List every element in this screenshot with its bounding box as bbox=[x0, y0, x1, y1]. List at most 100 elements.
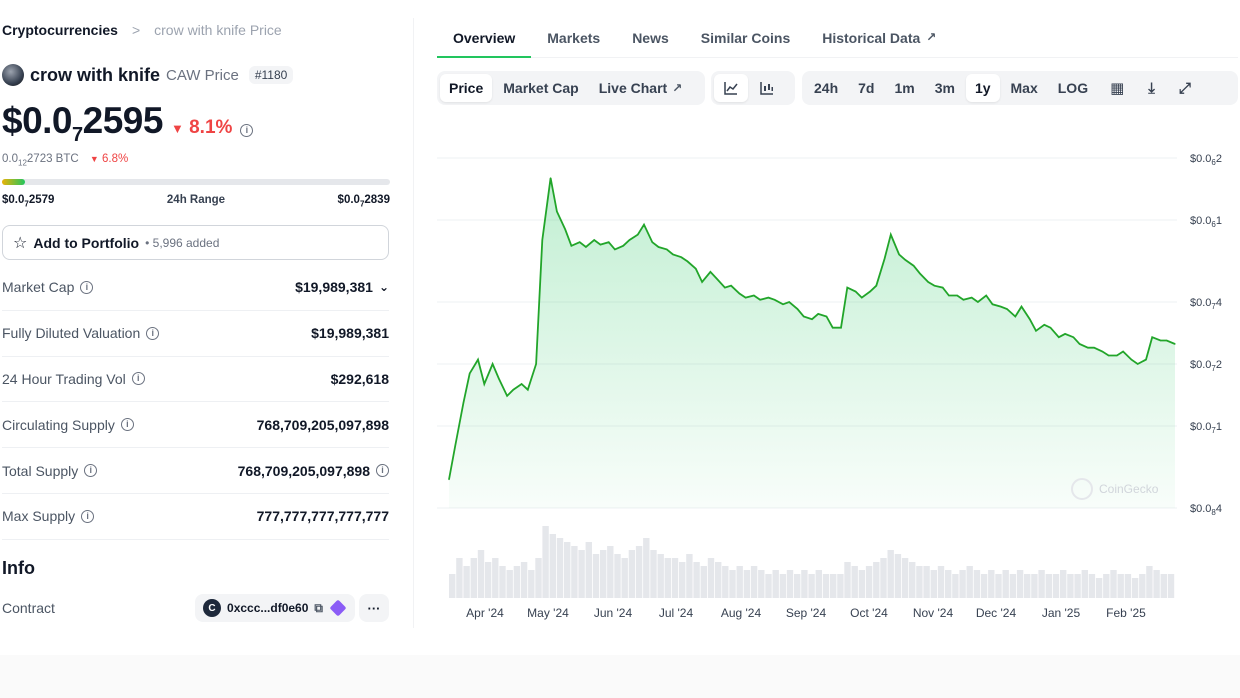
calendar-icon[interactable]: ▦ bbox=[1110, 80, 1125, 97]
range-7d-button[interactable]: 7d bbox=[858, 80, 875, 96]
y-tick-label: $0.084 bbox=[1190, 503, 1222, 517]
volume-bar bbox=[679, 562, 686, 598]
wallet-icon[interactable] bbox=[329, 599, 347, 617]
coin-header: crow with knife CAW Price #1180 bbox=[2, 64, 294, 86]
info-icon[interactable]: i bbox=[120, 418, 134, 432]
volume-bar bbox=[1160, 574, 1167, 598]
volume-bar bbox=[506, 570, 513, 598]
stats-table: Market Cap i $19,989,381 ⌄ Fully Diluted Val… bbox=[2, 265, 389, 540]
contract-address: 0xccc...df0e60 bbox=[227, 601, 309, 615]
x-tick-label: Nov '24 bbox=[913, 606, 954, 620]
range-labels: $0.072579 24h Range $0.072839 bbox=[2, 194, 390, 208]
stat-row: Max Supply i 777,777,777,777,777 bbox=[2, 494, 389, 540]
x-tick-label: Aug '24 bbox=[721, 606, 762, 620]
volume-bar bbox=[980, 574, 988, 598]
stat-label-text: Market Cap bbox=[2, 279, 75, 296]
volume-bar bbox=[952, 574, 959, 598]
info-icon[interactable]: i bbox=[81, 509, 95, 523]
y-tick-digits: 4 bbox=[1216, 503, 1222, 515]
breadcrumb-root-link[interactable]: Cryptocurrencies bbox=[2, 22, 118, 38]
price-point bbox=[448, 478, 450, 481]
price-point bbox=[585, 246, 587, 248]
volume-bar bbox=[1088, 574, 1096, 598]
volume-bar bbox=[578, 550, 585, 598]
price-button[interactable]: Price bbox=[440, 74, 493, 102]
price-point bbox=[904, 259, 906, 261]
more-options-button[interactable]: ··· bbox=[359, 594, 389, 622]
y-tick-zeros: 7 bbox=[1211, 302, 1216, 311]
stat-value: 768,709,205,097,898 bbox=[257, 417, 389, 433]
x-tick-label: Jul '24 bbox=[659, 606, 694, 620]
volume-bar bbox=[1031, 574, 1038, 598]
range-label: 24h Range bbox=[166, 194, 226, 206]
volume-bar bbox=[794, 574, 801, 598]
copy-icon[interactable]: ⧉ bbox=[314, 600, 323, 615]
tab-similar-coins[interactable]: Similar Coins bbox=[685, 18, 806, 58]
contract-address-box[interactable]: C 0xccc...df0e60 ⧉ bbox=[195, 594, 355, 622]
y-tick-prefix: $0.0 bbox=[1190, 297, 1211, 309]
volume-bar bbox=[643, 538, 650, 598]
price-point bbox=[695, 268, 697, 270]
tab-overview[interactable]: Overview bbox=[437, 18, 532, 58]
price-point bbox=[933, 285, 935, 287]
range-1y-button[interactable]: 1y bbox=[965, 74, 1000, 102]
volume-bar bbox=[959, 570, 966, 598]
info-icon[interactable]: i bbox=[146, 326, 160, 340]
tab-historical-data[interactable]: Historical Data ↗ bbox=[806, 18, 952, 58]
price-point bbox=[643, 224, 645, 226]
line-chart-icon[interactable] bbox=[714, 74, 748, 102]
live-chart-button[interactable]: Live Chart ↗ bbox=[590, 74, 692, 102]
candlestick-icon[interactable] bbox=[750, 74, 784, 102]
stat-label: Circulating Supply i bbox=[2, 417, 134, 433]
stat-label: 24 Hour Trading Vol i bbox=[2, 371, 145, 387]
panel-divider bbox=[413, 18, 414, 628]
volume-bar bbox=[635, 546, 643, 598]
info-icon[interactable]: i bbox=[84, 464, 98, 478]
info-icon[interactable]: i bbox=[131, 372, 145, 386]
price-point bbox=[977, 301, 979, 303]
download-icon[interactable]: ⤓ bbox=[1148, 79, 1155, 97]
add-to-portfolio-button[interactable]: ☆ Add to Portfolio • 5,996 added bbox=[2, 225, 389, 260]
button-label: Price bbox=[449, 80, 484, 96]
coin-symbol-label: CAW Price bbox=[166, 66, 239, 84]
volume-bar bbox=[456, 558, 463, 598]
x-tick-label: Dec '24 bbox=[976, 606, 1017, 620]
volume-bar bbox=[707, 558, 715, 598]
range-24h-button[interactable]: 24h bbox=[814, 80, 839, 96]
y-tick-zeros: 7 bbox=[1211, 364, 1216, 373]
y-tick-digits: 2 bbox=[1216, 359, 1222, 371]
tab-news[interactable]: News bbox=[616, 18, 685, 58]
price-point bbox=[462, 401, 465, 404]
range-max-button[interactable]: Max bbox=[1010, 80, 1038, 96]
info-icon[interactable]: i bbox=[376, 464, 389, 478]
volume-bar bbox=[801, 570, 808, 598]
price-point bbox=[686, 260, 689, 262]
stat-label: Market Cap i bbox=[2, 279, 94, 296]
price-point bbox=[846, 287, 848, 289]
price-point bbox=[796, 308, 799, 310]
market-cap-button[interactable]: Market Cap bbox=[494, 74, 587, 102]
range-low: $0.072579 bbox=[2, 194, 54, 208]
price-point bbox=[942, 287, 944, 289]
range-bar-fill bbox=[2, 179, 26, 185]
info-icon[interactable]: i bbox=[240, 124, 254, 137]
volume-bar bbox=[1131, 578, 1139, 598]
price-point bbox=[919, 272, 921, 275]
stat-value: $292,618 bbox=[331, 371, 389, 387]
price-point bbox=[709, 271, 711, 273]
range-1m-button[interactable]: 1m bbox=[894, 80, 915, 96]
expand-icon[interactable]: ⤢ bbox=[1178, 79, 1191, 97]
range-log-button[interactable]: LOG bbox=[1057, 80, 1089, 96]
price-zero-count: 7 bbox=[72, 124, 83, 146]
chevron-down-icon[interactable]: ⌄ bbox=[378, 280, 389, 295]
volume-bar bbox=[492, 558, 499, 598]
price-point bbox=[716, 277, 718, 280]
tab-markets[interactable]: Markets bbox=[531, 18, 616, 58]
stat-label-text: Circulating Supply bbox=[2, 416, 115, 433]
y-tick-prefix: $0.0 bbox=[1190, 215, 1211, 227]
bottom-strip bbox=[0, 655, 1240, 698]
info-icon[interactable]: i bbox=[80, 280, 94, 294]
range-3m-button[interactable]: 3m bbox=[934, 80, 955, 96]
price-point bbox=[991, 303, 994, 305]
price-point bbox=[1072, 336, 1074, 338]
